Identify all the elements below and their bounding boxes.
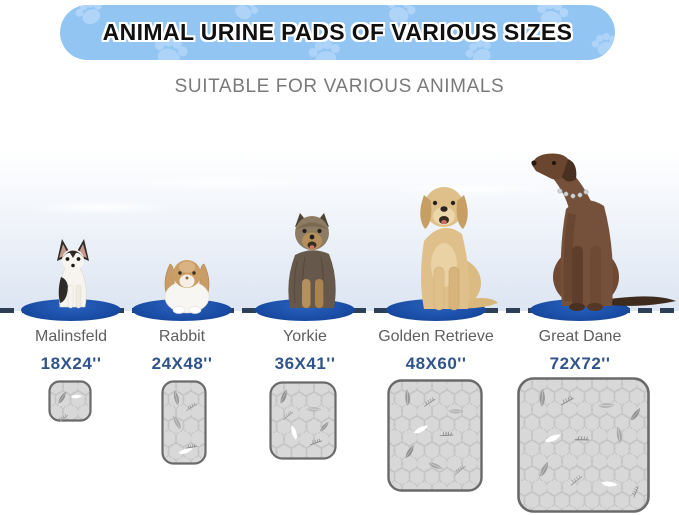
animal-name-label: Rabbit: [158, 328, 206, 345]
animal-name-label: Malinsfeld: [34, 328, 108, 345]
pad-oval: [21, 299, 121, 321]
page-title: ANIMAL URINE PADS OF VARIOUS SIZES: [102, 19, 573, 45]
pad-size-label: 72X72'': [549, 354, 611, 373]
pad-preview-48x60: [387, 379, 483, 492]
header-banner: ANIMAL URINE PADS OF VARIOUS SIZES: [60, 5, 615, 60]
chihuahua-photo: [57, 239, 89, 309]
pad-preview-24x48: [161, 380, 207, 465]
pad-preview-72x72: [517, 377, 650, 513]
page-subtitle: SUITABLE FOR VARIOUS ANIMALS: [174, 76, 505, 97]
pad-size-label: 48X60'': [405, 354, 467, 373]
animal-name-label: Golden Retrieve: [378, 328, 494, 345]
cloud-highlight: [30, 200, 170, 214]
pad-preview-18x24: [48, 380, 92, 422]
pad-preview-36x41: [269, 381, 337, 460]
rabbit-photo: [164, 260, 210, 314]
animal-name-label: Yorkie: [283, 328, 327, 345]
golden-retriever-photo: [420, 187, 498, 311]
animal-name-label: Great Dane: [538, 328, 622, 345]
cloud-highlight: [120, 175, 320, 191]
pad-size-label: 24X48'': [151, 354, 213, 373]
pad-size-label: 18X24'': [40, 354, 102, 373]
yorkie-photo: [288, 213, 336, 308]
pad-size-label: 36X41'': [274, 354, 336, 373]
great-dane-photo: [531, 153, 676, 311]
